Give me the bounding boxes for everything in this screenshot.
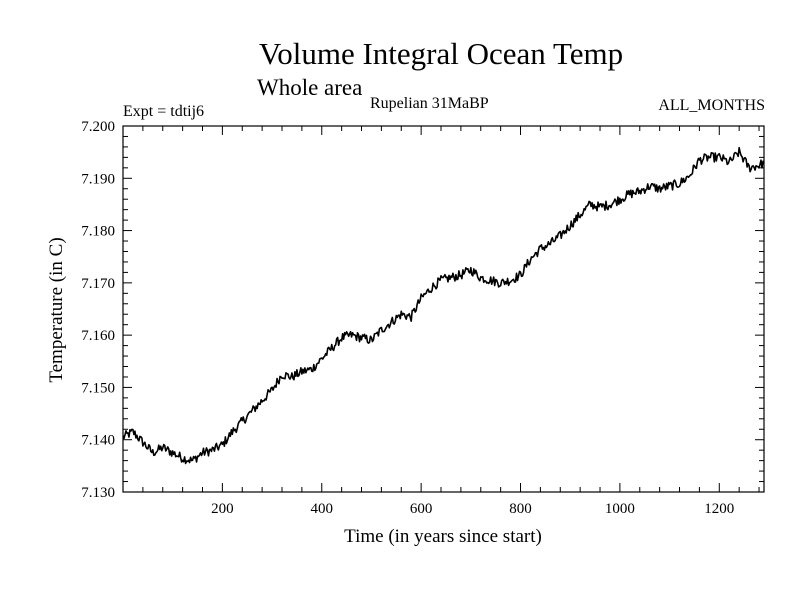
y-tick-label: 7.150 <box>81 380 115 396</box>
chart-subtitle: Whole area <box>257 75 362 100</box>
y-tick-label: 7.170 <box>81 276 115 292</box>
series-line-ocean-temp <box>122 146 765 465</box>
x-axis-ticks: 200 400 600 800 1000 1200 <box>142 126 760 517</box>
y-axis-ticks: 7.130 7.140 7.150 7.160 7.170 7.180 7.190 7.200 <box>81 119 764 501</box>
x-tick-label: 1200 <box>704 501 734 517</box>
y-tick-label: 7.180 <box>81 224 115 240</box>
x-tick-label: 200 <box>211 501 234 517</box>
x-tick-label: 600 <box>410 501 433 517</box>
y-tick-label: 7.140 <box>81 433 115 449</box>
x-tick-label: 400 <box>311 501 334 517</box>
chart-title: Volume Integral Ocean Temp <box>259 36 623 71</box>
y-tick-label: 7.200 <box>81 119 115 135</box>
plot-frame <box>122 125 765 493</box>
months-label: ALL_MONTHS <box>658 97 765 114</box>
y-tick-label: 7.160 <box>81 328 115 344</box>
y-axis-label: Temperature (in C) <box>46 237 67 382</box>
x-tick-label: 800 <box>509 501 532 517</box>
x-axis-label: Time (in years since start) <box>344 526 542 547</box>
y-tick-label: 7.190 <box>81 171 115 187</box>
x-tick-label: 1000 <box>605 501 635 517</box>
experiment-label: Expt = tdtij6 <box>123 103 204 120</box>
period-label: Rupelian 31MaBP <box>370 95 489 112</box>
y-tick-label: 7.130 <box>81 485 115 501</box>
